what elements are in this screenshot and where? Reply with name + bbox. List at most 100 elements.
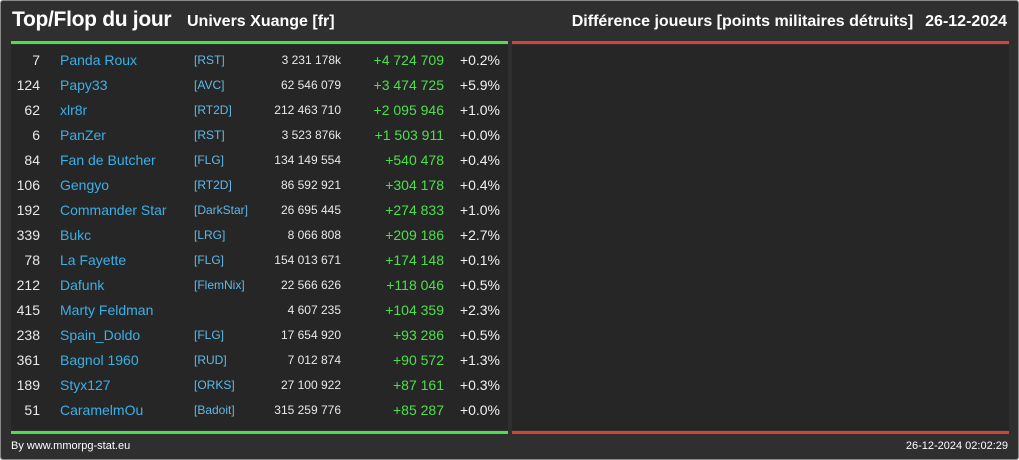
alliance-tag-link[interactable]: [FlemNix] — [194, 278, 245, 292]
player-points: 154 013 671 — [274, 253, 341, 267]
player-name-link[interactable]: PanZer — [60, 127, 106, 143]
alliance-tag-link[interactable]: [RST] — [194, 53, 225, 67]
table-row: 106 Gengyo [RT2D] 86 592 921 +304 178 +0.4% — [11, 173, 508, 198]
player-name-link[interactable]: Fan de Butcher — [60, 152, 156, 168]
widget-title: Top/Flop du jour — [12, 8, 172, 31]
player-rank: 361 — [16, 352, 40, 368]
player-rank: 415 — [16, 302, 40, 318]
player-points: 62 546 079 — [280, 78, 341, 92]
alliance-tag-link[interactable]: [AVC] — [194, 78, 225, 92]
flop-players-panel — [512, 45, 1009, 430]
alliance-tag-link[interactable]: [LRG] — [194, 228, 226, 242]
table-row: 339 Bukc [LRG] 8 066 808 +209 186 +2.7% — [11, 223, 508, 248]
percent-change: +0.2% — [459, 52, 500, 68]
player-rank: 339 — [16, 227, 40, 243]
alliance-tag-link[interactable]: [RT2D] — [194, 178, 232, 192]
player-name-link[interactable]: Papy33 — [60, 77, 108, 93]
alliance-tag-link[interactable]: [ORKS] — [194, 378, 235, 392]
metric-header: Différence joueurs [points militaires dé… — [572, 13, 1007, 31]
points-difference: +304 178 — [385, 177, 444, 193]
player-rank: 84 — [24, 152, 40, 168]
table-row: 361 Bagnol 1960 [RUD] 7 012 874 +90 572 +1.3% — [11, 348, 508, 373]
percent-change: +0.3% — [459, 377, 500, 393]
top-panel-accent-bar — [11, 41, 508, 44]
table-row: 62 xlr8r [RT2D] 212 463 710 +2 095 946 +1.0% — [11, 98, 508, 123]
percent-change: +0.5% — [459, 277, 500, 293]
flop-panel-accent-bar — [512, 41, 1009, 44]
table-row: 51 CaramelmOu [Badoit] 315 259 776 +85 287 +0… — [11, 398, 508, 423]
table-row: 84 Fan de Butcher [FLG] 134 149 554 +540 478… — [11, 148, 508, 173]
player-points: 315 259 776 — [274, 403, 341, 417]
table-row: 212 Dafunk [FlemNix] 22 566 626 +118 046 +0.5… — [11, 273, 508, 298]
player-name-link[interactable]: Commander Star — [60, 202, 167, 218]
player-rank: 7 — [32, 52, 40, 68]
flop-panel-bottom-bar — [512, 431, 1009, 434]
points-difference: +2 095 946 — [373, 102, 444, 118]
player-rank: 238 — [16, 327, 40, 343]
percent-change: +0.1% — [459, 252, 500, 268]
alliance-tag-link[interactable]: [Badoit] — [194, 403, 235, 417]
player-points: 22 566 626 — [280, 278, 341, 292]
player-name-link[interactable]: Spain_Doldo — [60, 327, 141, 343]
player-rank: 124 — [16, 77, 40, 93]
points-difference: +1 503 911 — [374, 127, 444, 143]
points-difference: +274 833 — [385, 202, 444, 218]
player-points: 17 654 920 — [280, 328, 341, 342]
player-name-link[interactable]: xlr8r — [60, 102, 88, 118]
generated-timestamp: 26-12-2024 02:02:29 — [905, 440, 1008, 452]
player-rank: 192 — [16, 202, 40, 218]
player-points: 134 149 554 — [274, 153, 341, 167]
alliance-tag-link[interactable]: [FLG] — [194, 153, 225, 167]
percent-change: +0.4% — [459, 152, 500, 168]
table-row: 6 PanZer [RST] 3 523 876k +1 503 911 +0.0% — [11, 123, 508, 148]
table-row: 189 Styx127 [ORKS] 27 100 922 +87 161 +0.3% — [11, 373, 508, 398]
table-row: 192 Commander Star [DarkStar] 26 695 445 +27… — [11, 198, 508, 223]
alliance-tag-link[interactable]: [DarkStar] — [194, 203, 249, 217]
percent-change: +1.0% — [459, 102, 500, 118]
percent-change: +1.0% — [459, 202, 500, 218]
player-points: 27 100 922 — [280, 378, 341, 392]
player-rank: 6 — [32, 127, 40, 143]
table-row: 415 Marty Feldman 4 607 235 +104 359 +2.3% — [11, 298, 508, 323]
player-points: 4 607 235 — [287, 303, 341, 317]
table-row: 124 Papy33 [AVC] 62 546 079 +3 474 725 +5.9% — [11, 73, 508, 98]
top-panel-bottom-bar — [11, 431, 508, 434]
site-credit: By www.mmorpg-stat.eu — [11, 440, 131, 452]
player-name-link[interactable]: Bagnol 1960 — [60, 352, 139, 368]
player-points: 86 592 921 — [280, 178, 341, 192]
percent-change: +2.3% — [459, 302, 500, 318]
player-rank: 51 — [24, 402, 40, 418]
percent-change: +0.0% — [459, 127, 500, 143]
player-name-link[interactable]: Dafunk — [60, 277, 105, 293]
alliance-tag-link[interactable]: [FLG] — [194, 328, 225, 342]
percent-change: +0.5% — [459, 327, 500, 343]
player-name-link[interactable]: CaramelmOu — [60, 402, 144, 418]
points-difference: +85 287 — [393, 402, 444, 418]
player-rank: 212 — [16, 277, 40, 293]
header-date: 26-12-2024 — [925, 13, 1007, 30]
top-players-panel — [11, 45, 508, 430]
percent-change: +0.4% — [459, 177, 500, 193]
player-name-link[interactable]: Panda Roux — [60, 52, 138, 68]
player-points: 212 463 710 — [274, 103, 341, 117]
player-points: 26 695 445 — [280, 203, 341, 217]
percent-change: +5.9% — [459, 77, 500, 93]
player-name-link[interactable]: Gengyo — [60, 177, 110, 193]
alliance-tag-link[interactable]: [RUD] — [194, 353, 227, 367]
player-name-link[interactable]: Styx127 — [60, 377, 111, 393]
points-difference: +540 478 — [385, 152, 444, 168]
alliance-tag-link[interactable]: [RT2D] — [194, 103, 232, 117]
player-name-link[interactable]: La Fayette — [60, 252, 127, 268]
table-row: 7 Panda Roux [RST] 3 231 178k +4 724 709 +0.2… — [11, 48, 508, 73]
points-difference: +90 572 — [393, 352, 444, 368]
alliance-tag-link[interactable]: [FLG] — [194, 253, 225, 267]
points-difference: +3 474 725 — [373, 77, 444, 93]
player-name-link[interactable]: Bukc — [60, 227, 92, 243]
points-difference: +209 186 — [385, 227, 444, 243]
percent-change: +2.7% — [459, 227, 500, 243]
player-rank: 62 — [24, 102, 40, 118]
points-difference: +104 359 — [385, 302, 444, 318]
player-name-link[interactable]: Marty Feldman — [60, 302, 154, 318]
points-difference: +118 046 — [386, 277, 444, 293]
alliance-tag-link[interactable]: [RST] — [194, 128, 225, 142]
